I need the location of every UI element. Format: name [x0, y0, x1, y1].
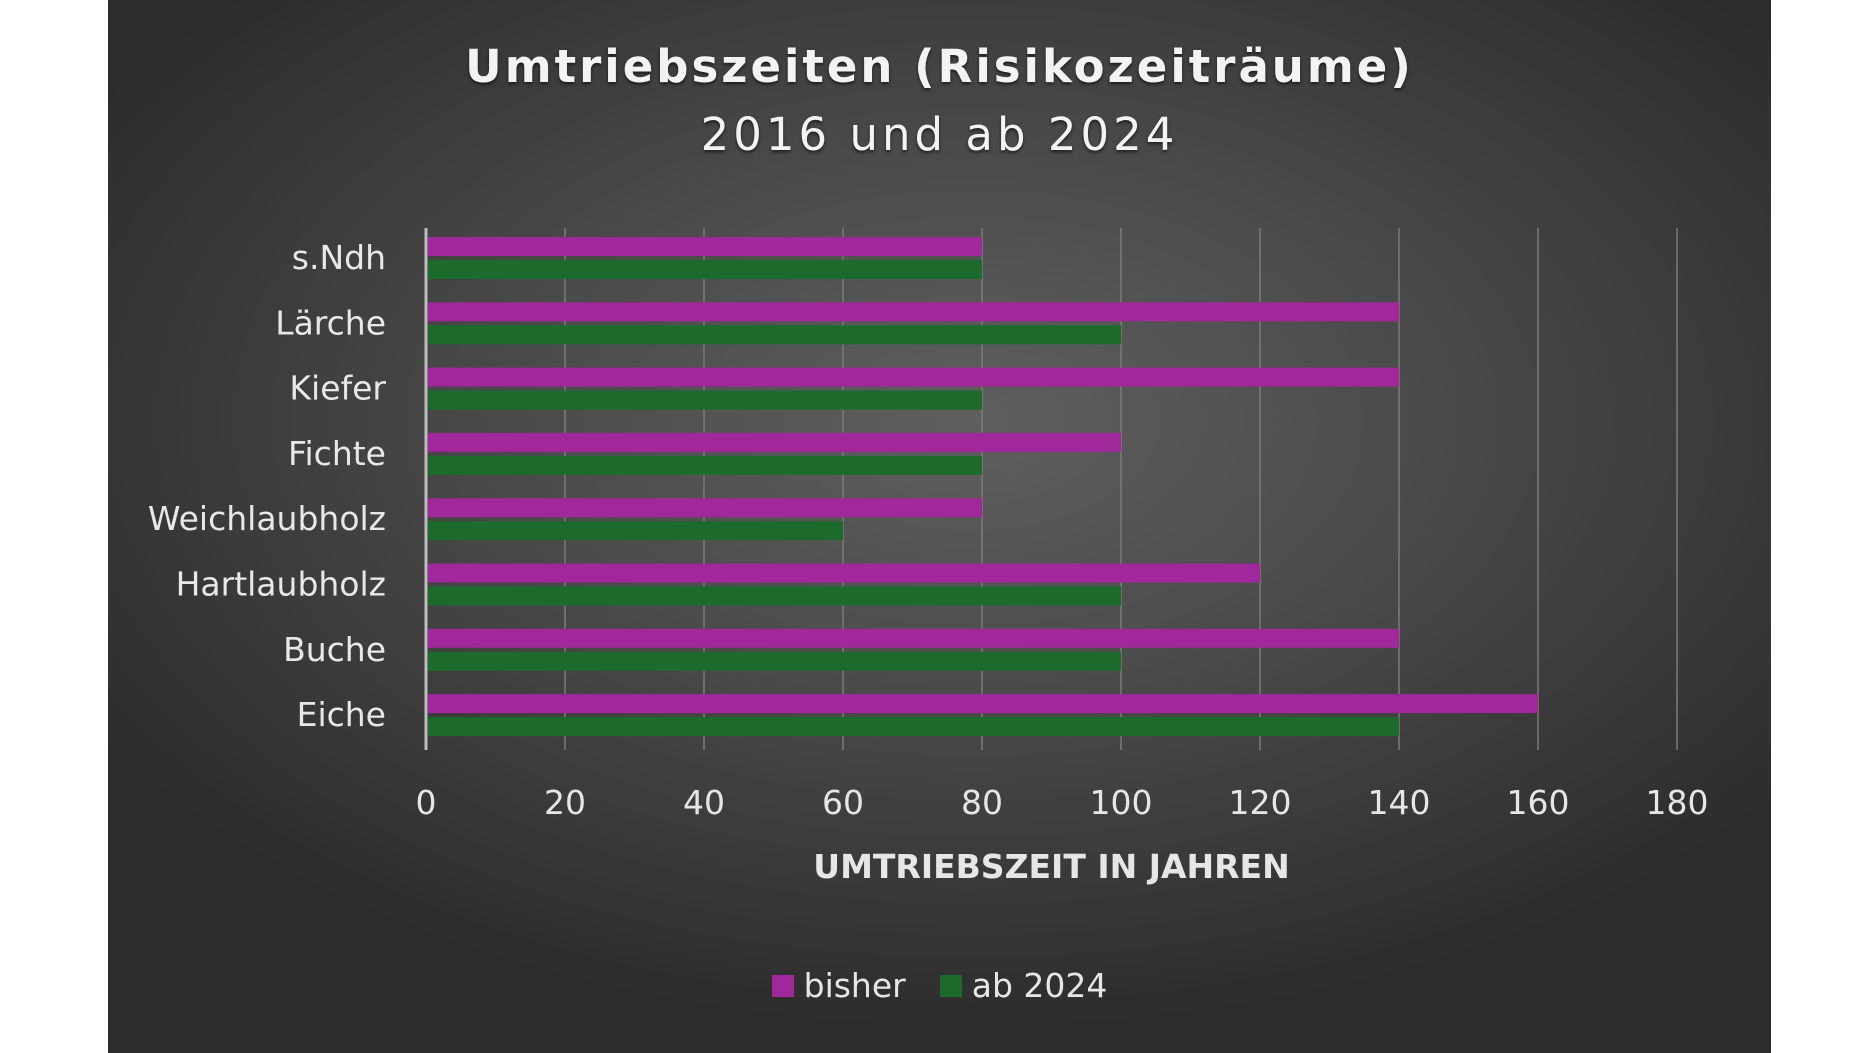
bar-ab-2024-2	[428, 390, 982, 410]
legend-label-bisher: bisher	[803, 966, 906, 1005]
category-label-2: Kiefer	[289, 369, 386, 408]
legend-label-ab-2024: ab 2024	[971, 966, 1108, 1005]
chart-panel: Umtriebszeiten (Risikozeiträume) 2016 un…	[108, 0, 1771, 1053]
bar-bisher-2	[428, 367, 1399, 387]
category-label-3: Fichte	[288, 434, 386, 473]
bar-bisher-1	[428, 302, 1399, 322]
bar-chart: s.Ndh Lärche Kiefer Fichte Weichlaubholz Hart…	[148, 228, 1709, 886]
category-label-4: Weichlaubholz	[148, 499, 386, 538]
legend-item-bisher: bisher	[771, 966, 906, 1005]
category-label-0: s.Ndh	[292, 238, 386, 277]
category-label-7: Eiche	[297, 695, 386, 734]
x-tick-label-80: 80	[961, 783, 1003, 822]
x-tick-label-60: 60	[822, 783, 864, 822]
bar-ab-2024-0	[428, 260, 982, 279]
x-tick-label-0: 0	[416, 783, 437, 822]
bar-bisher-3	[428, 432, 1121, 452]
bar-ab-2024-1	[428, 325, 1121, 345]
bar-ab-2024-4	[428, 521, 843, 541]
x-tick-label-20: 20	[544, 783, 586, 822]
bar-ab-2024-7	[428, 717, 1399, 737]
category-label-5: Hartlaubholz	[176, 565, 386, 604]
x-tick-label-180: 180	[1646, 783, 1709, 822]
legend: bisher ab 2024	[108, 966, 1771, 1005]
bar-bisher-4	[428, 498, 982, 518]
chart-subtitle: 2016 und ab 2024	[700, 108, 1179, 161]
x-axis-title: UMTRIEBSZEIT IN JAHREN	[813, 847, 1289, 886]
bar-ab-2024-5	[428, 586, 1121, 606]
bar-bisher-6	[428, 628, 1399, 648]
bar-bisher-0	[428, 237, 982, 256]
x-tick-label-120: 120	[1229, 783, 1292, 822]
x-tick-label-140: 140	[1368, 783, 1431, 822]
bar-bisher-7	[428, 694, 1538, 714]
bar-ab-2024-3	[428, 455, 982, 475]
category-label-6: Buche	[283, 630, 386, 669]
legend-item-ab-2024: ab 2024	[939, 966, 1108, 1005]
legend-swatch-ab-2024	[939, 974, 962, 997]
legend-swatch-bisher	[771, 974, 794, 997]
chart-title: Umtriebszeiten (Risikozeiträume)	[465, 40, 1414, 93]
bar-ab-2024-6	[428, 651, 1121, 671]
x-tick-label-40: 40	[683, 783, 725, 822]
bar-bisher-5	[428, 563, 1260, 583]
category-label-1: Lärche	[275, 303, 386, 342]
x-tick-label-160: 160	[1507, 783, 1570, 822]
x-tick-label-100: 100	[1090, 783, 1153, 822]
